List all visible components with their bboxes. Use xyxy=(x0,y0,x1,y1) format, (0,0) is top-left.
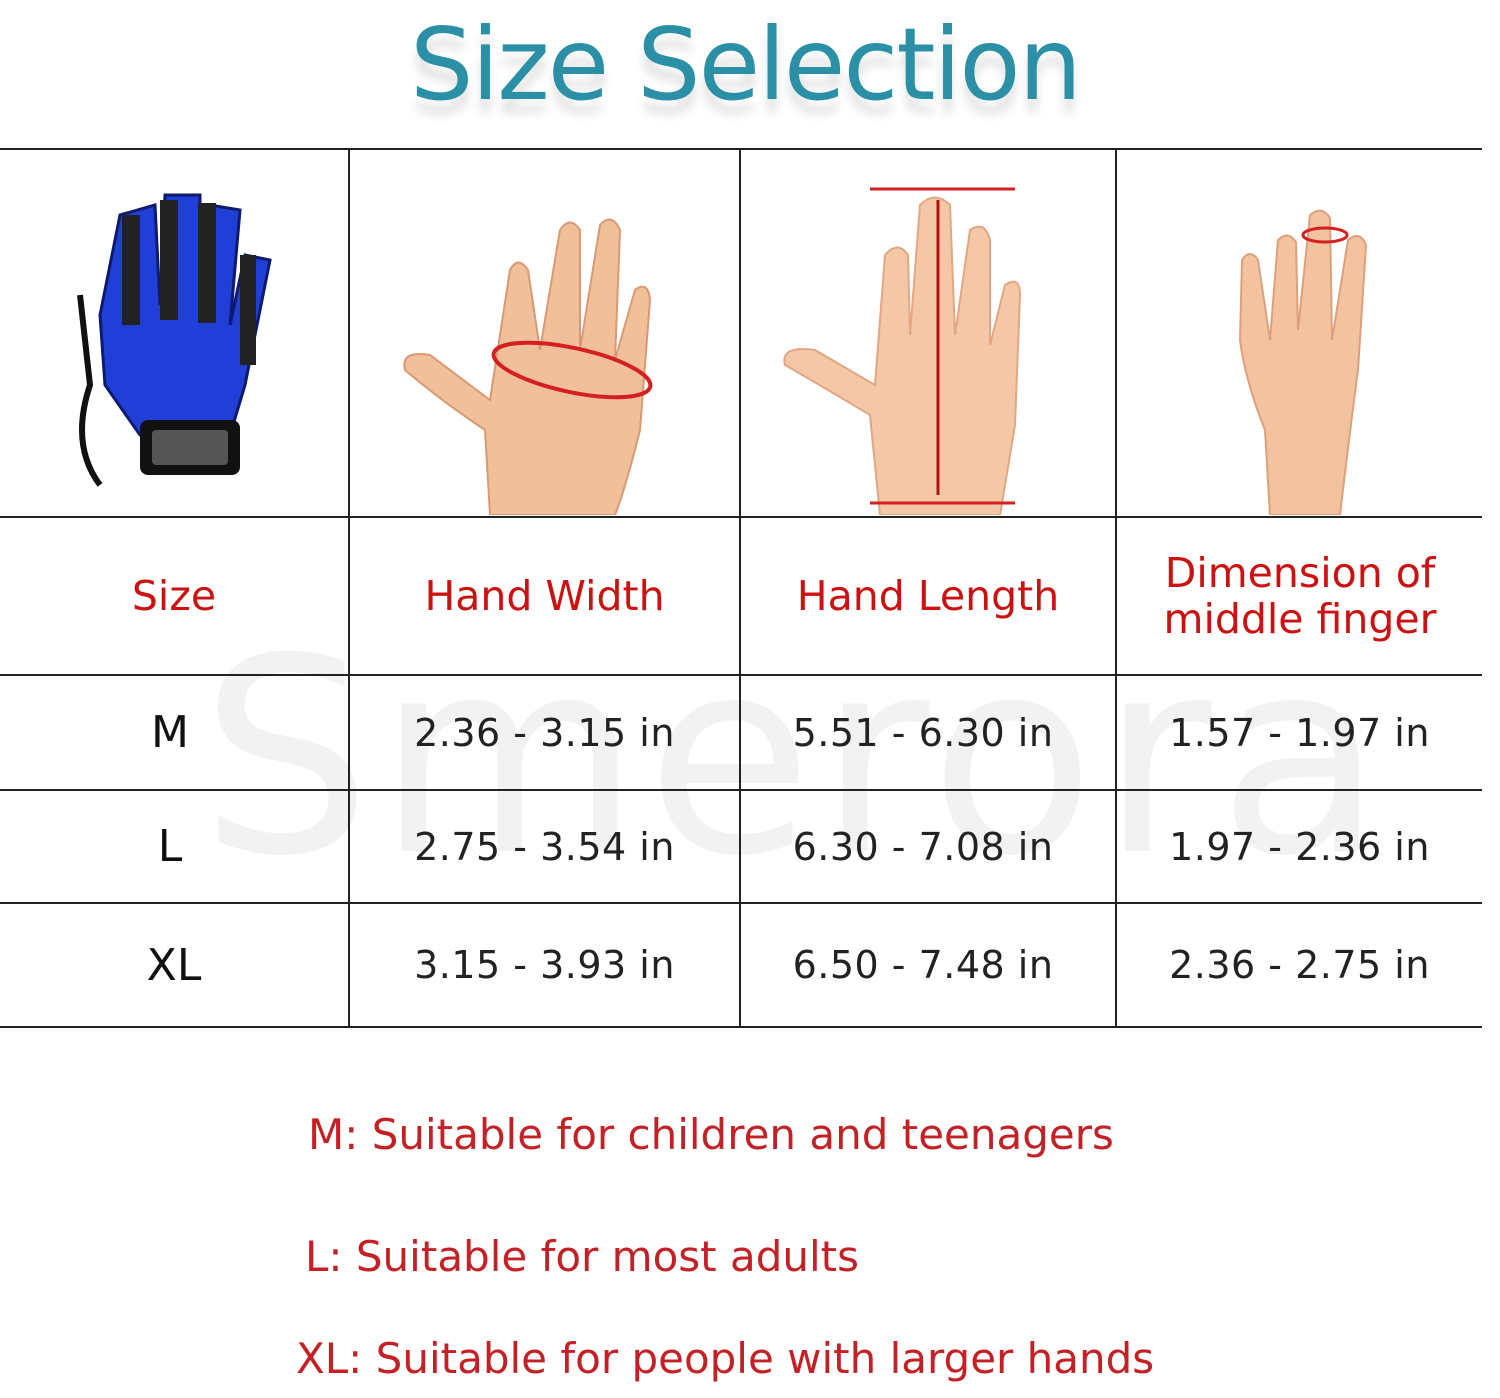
middle-finger-cell: 1.57 - 1.97 in xyxy=(1169,710,1430,755)
hand-width-cell: 2.75 - 3.54 in xyxy=(414,824,675,869)
hand-length-measure-icon xyxy=(783,187,1022,515)
size-cell: L xyxy=(157,821,183,872)
note-xl: XL: Suitable for people with larger hand… xyxy=(296,1334,1155,1383)
header-size: Size xyxy=(131,572,217,620)
hand-width-cell: 2.36 - 3.15 in xyxy=(414,710,675,755)
note-m: M: Suitable for children and teenagers xyxy=(308,1110,1114,1159)
column-divider xyxy=(739,148,741,1028)
column-divider xyxy=(1115,148,1117,1028)
page-title: Size Selection xyxy=(410,6,1082,123)
header-hand-length: Hand Length xyxy=(796,572,1060,620)
note-l: L: Suitable for most adults xyxy=(305,1232,860,1281)
middle-finger-cell: 1.97 - 2.36 in xyxy=(1169,824,1430,869)
column-divider xyxy=(348,148,350,1028)
size-cell: XL xyxy=(146,939,202,991)
hand-width-measure-icon xyxy=(403,218,653,515)
header-middle-finger: Dimension of middle finger xyxy=(1163,549,1437,643)
table-divider xyxy=(0,516,1482,518)
hand-length-cell: 6.50 - 7.48 in xyxy=(792,943,1054,987)
table-divider xyxy=(0,674,1482,676)
hand-width-cell: 3.15 - 3.93 in xyxy=(414,943,675,987)
hand-length-cell: 6.30 - 7.08 in xyxy=(792,824,1054,869)
rehab-glove-icon xyxy=(77,193,272,487)
hand-length-cell: 5.51 - 6.30 in xyxy=(792,710,1054,755)
table-divider xyxy=(0,902,1482,904)
table-divider xyxy=(0,789,1482,791)
middle-finger-measure-icon xyxy=(1238,209,1368,515)
middle-finger-cell: 2.36 - 2.75 in xyxy=(1169,943,1430,987)
table-divider xyxy=(0,1026,1482,1028)
table-divider xyxy=(0,148,1482,150)
size-cell: M xyxy=(151,707,189,758)
header-hand-width: Hand Width xyxy=(424,572,665,620)
